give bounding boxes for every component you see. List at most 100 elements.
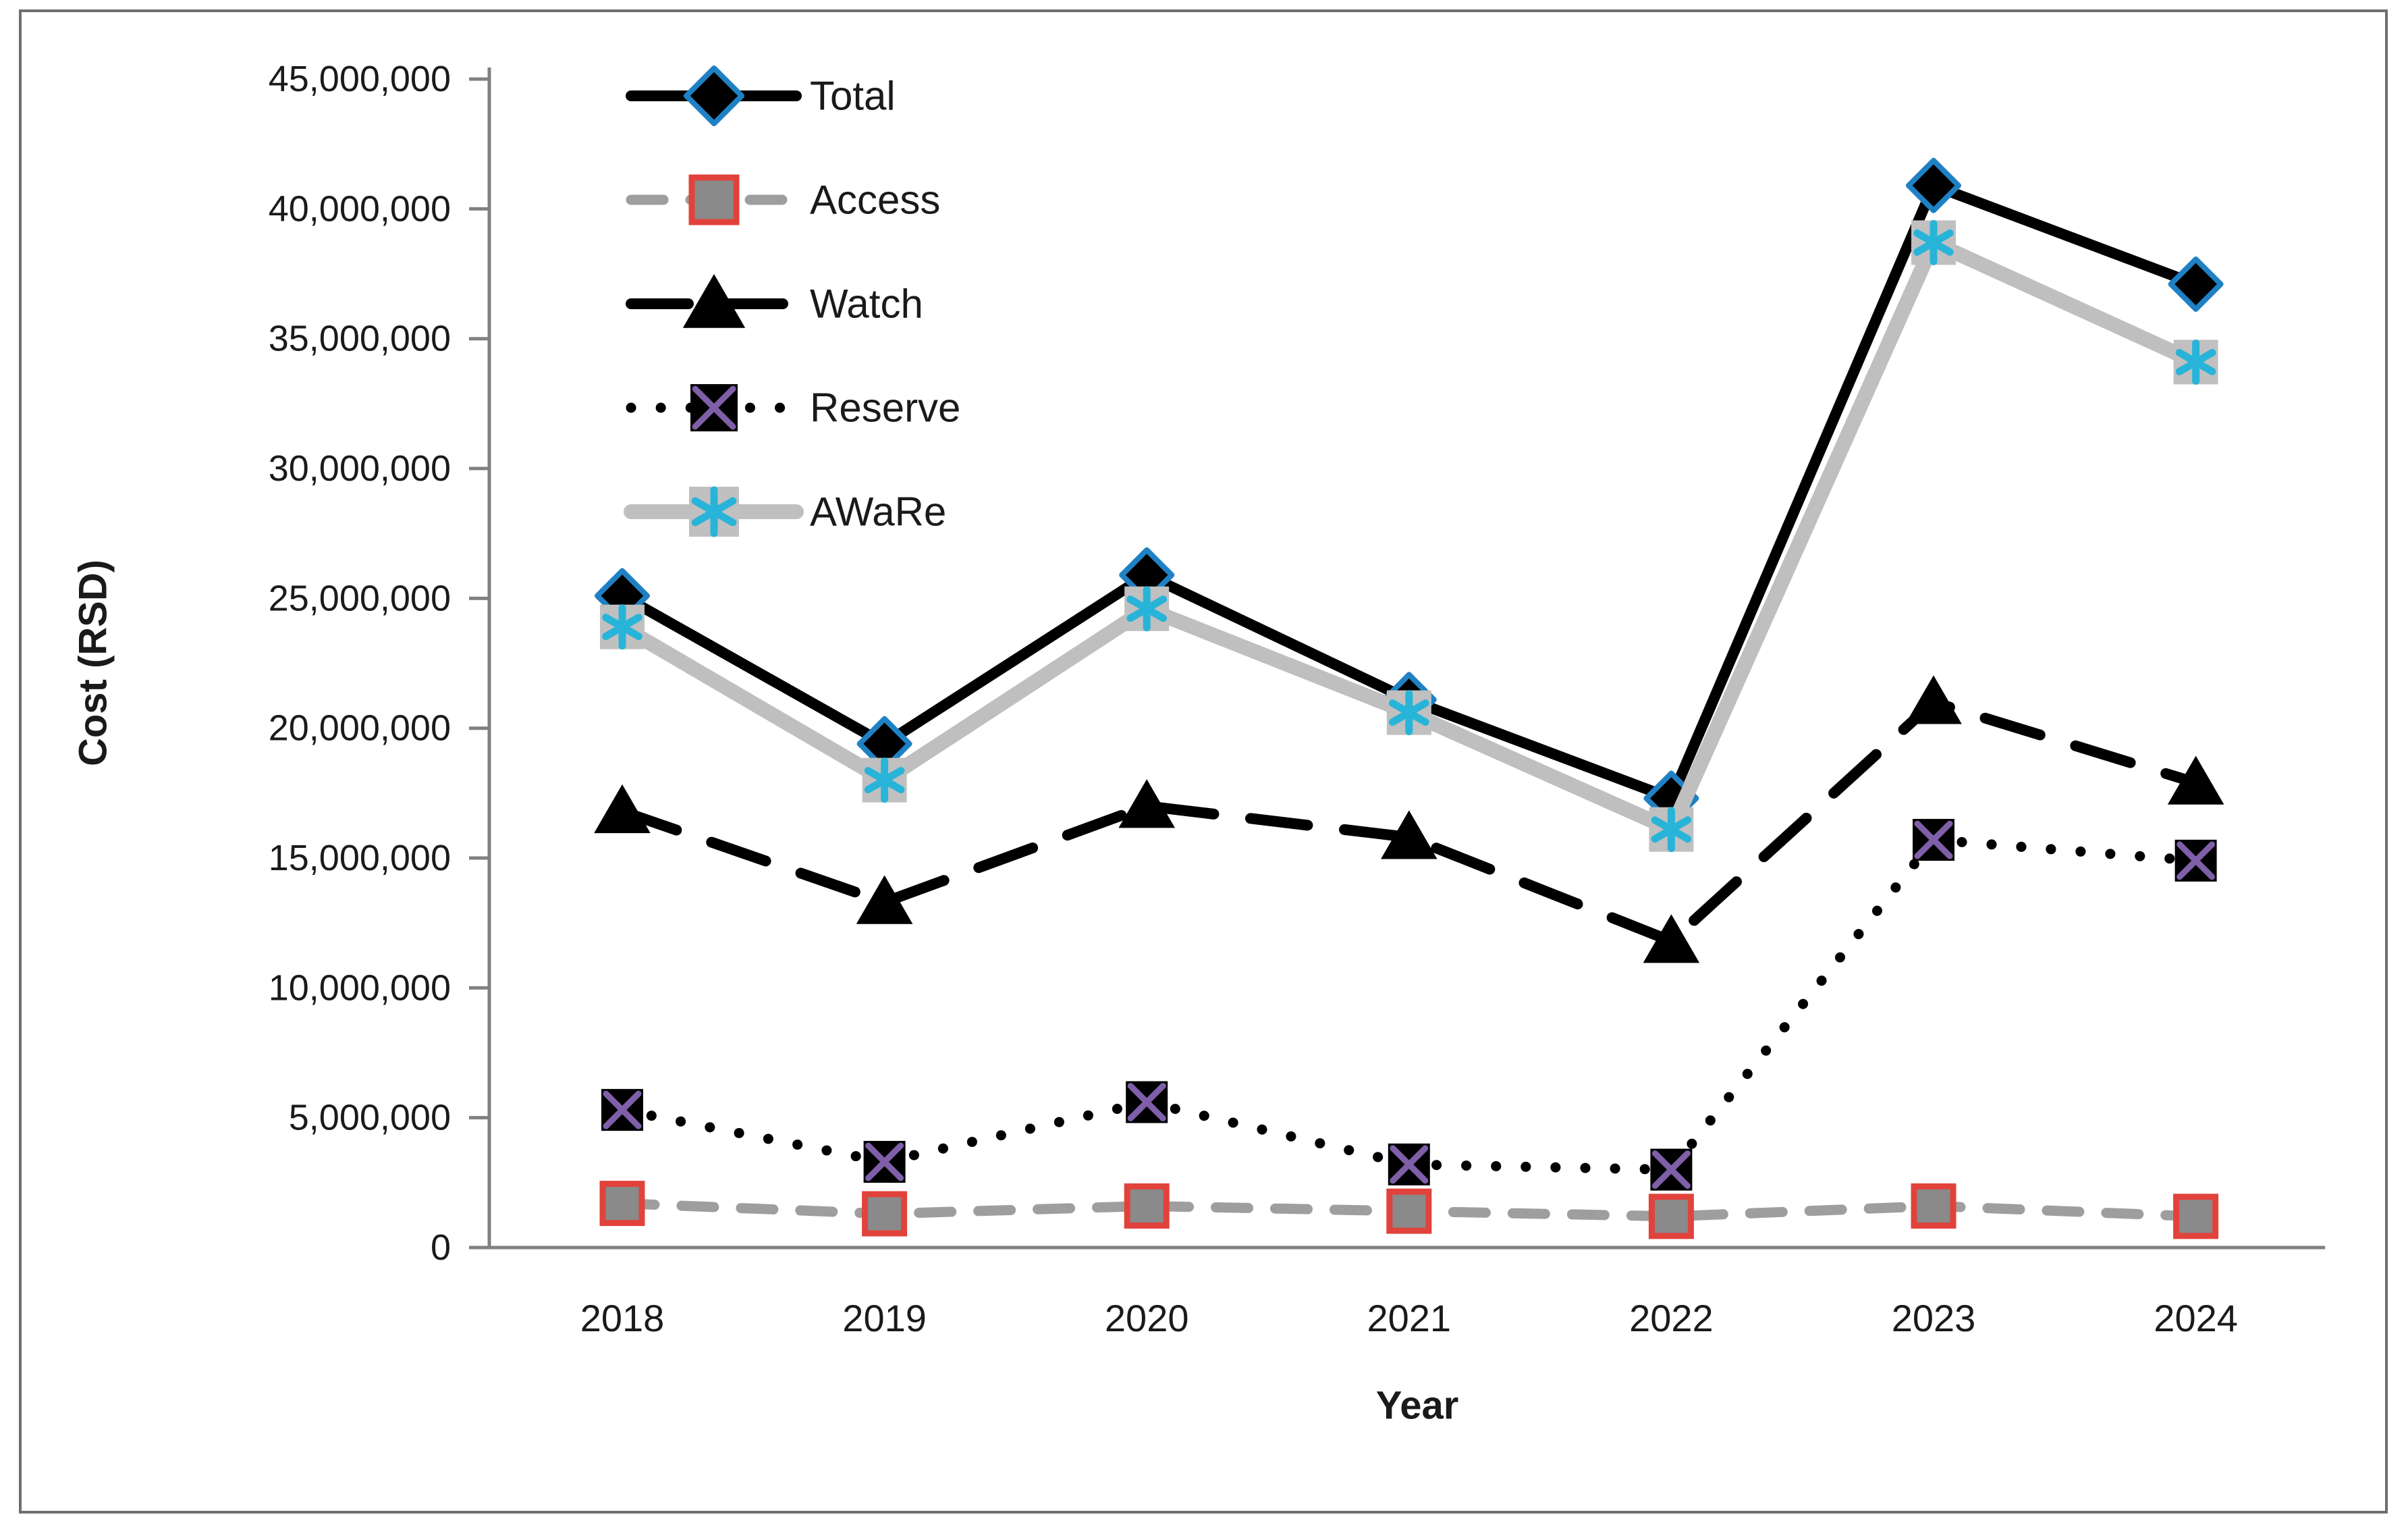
marker-reserve-2018 [601, 1089, 643, 1131]
y-axis-title: Cost (RSD) [71, 559, 115, 767]
legend-label: Reserve [810, 385, 960, 431]
square-marker-shape [1124, 1183, 1170, 1229]
legend-item-watch: Watch [626, 273, 923, 328]
legend-label: Access [810, 178, 940, 223]
series-aware [600, 219, 2218, 853]
y-tick-label: 0 [431, 1227, 451, 1268]
xsquare-marker-x [2177, 841, 2216, 880]
marker-reserve-2020 [1126, 1081, 1168, 1123]
triangle-marker-shape [1905, 675, 1962, 724]
marker-aware-2023 [1911, 219, 1956, 265]
marker-reserve-2021 [1388, 1143, 1430, 1185]
x-axis-title: Year [1375, 1383, 1459, 1428]
series-reserve [601, 819, 2217, 1191]
marker-reserve-2024 [2174, 839, 2217, 882]
square-marker-shape [862, 1191, 908, 1237]
marker-watch-2024 [2167, 755, 2224, 805]
marker-reserve-2022 [1650, 1148, 1693, 1191]
legend-label: AWaRe [810, 489, 946, 535]
star-marker-ray [2175, 348, 2216, 375]
marker-aware-2022 [1649, 807, 1694, 853]
diamond-marker-shape [1906, 157, 1961, 213]
legend-marker-diamond [684, 65, 744, 126]
marker-watch-2021 [1381, 810, 1438, 859]
xsquare-marker-x [1390, 1145, 1429, 1184]
x-tick-label: 2020 [1105, 1297, 1189, 1339]
marker-total-2024 [2168, 256, 2224, 312]
marker-reserve-2019 [863, 1141, 906, 1183]
square-marker-shape [688, 174, 740, 225]
marker-access-2023 [1911, 1183, 1956, 1229]
marker-watch-2018 [594, 784, 651, 834]
marker-access-2018 [599, 1181, 645, 1227]
triangle-marker-shape [594, 784, 651, 834]
y-tick-label: 20,000,000 [269, 708, 451, 749]
marker-access-2020 [1124, 1183, 1170, 1229]
legend: Total Access Watch Reserve AWaRe [624, 65, 960, 537]
xsquare-marker-x [1127, 1083, 1166, 1122]
series-access [599, 1181, 2219, 1239]
y-tick-label: 10,000,000 [269, 967, 451, 1008]
legend-item-total: Total [626, 65, 896, 126]
marker-access-2022 [1648, 1194, 1694, 1239]
triangle-marker-shape [2167, 755, 2224, 805]
marker-aware-2024 [2173, 339, 2218, 385]
xsquare-marker-x [692, 385, 736, 430]
square-marker-shape [599, 1181, 645, 1227]
marker-access-2024 [2173, 1194, 2219, 1239]
triangle-marker-shape [682, 273, 746, 328]
star-marker-ray [1913, 229, 1954, 256]
star-marker-ray [602, 614, 642, 641]
x-tick-label: 2024 [2154, 1297, 2238, 1339]
square-marker-shape [1386, 1188, 1432, 1234]
marker-access-2019 [862, 1191, 908, 1237]
diamond-marker-shape [684, 65, 744, 126]
xsquare-marker-x [1914, 820, 1953, 859]
x-tick-label: 2019 [842, 1297, 927, 1339]
square-marker-shape [2173, 1194, 2219, 1239]
legend-item-reserve: Reserve [626, 384, 960, 431]
series-watch [594, 675, 2224, 963]
triangle-marker-shape [1118, 779, 1175, 828]
y-tick-label: 15,000,000 [269, 838, 451, 878]
y-tick-label: 25,000,000 [269, 578, 451, 618]
marker-watch-2022 [1643, 914, 1700, 963]
star-marker-ray [1651, 816, 1692, 843]
xsquare-marker-x [603, 1090, 642, 1129]
y-tick-label: 30,000,000 [269, 448, 451, 489]
star-marker-ray [1126, 595, 1168, 622]
star-marker-ray [691, 497, 737, 527]
legend-item-aware: AWaRe [624, 486, 946, 537]
star-marker-ray [1388, 699, 1429, 726]
legend-marker-star6 [689, 486, 739, 537]
triangle-marker-shape [1643, 914, 1700, 963]
marker-access-2021 [1386, 1188, 1432, 1234]
marker-aware-2018 [600, 604, 645, 650]
square-marker-shape [1648, 1194, 1694, 1239]
legend-item-access: Access [626, 174, 940, 225]
y-tick-label: 40,000,000 [269, 188, 451, 229]
legend-label: Watch [810, 282, 923, 327]
triangle-marker-shape [856, 875, 913, 924]
legend-marker-xsquare [690, 384, 738, 431]
marker-watch-2023 [1905, 675, 1962, 724]
marker-aware-2019 [862, 757, 907, 803]
y-tick-label: 45,000,000 [269, 59, 451, 99]
marker-aware-2021 [1386, 690, 1431, 736]
triangle-marker-shape [1381, 810, 1438, 859]
marker-reserve-2023 [1913, 819, 1954, 861]
marker-watch-2020 [1118, 779, 1175, 828]
marker-total-2023 [1906, 157, 1961, 213]
xsquare-marker-x [865, 1142, 904, 1181]
figure-border [19, 9, 2388, 1514]
marker-watch-2019 [856, 875, 913, 924]
star-marker-ray [864, 767, 905, 794]
square-marker-shape [1911, 1183, 1956, 1229]
x-tick-label: 2023 [1892, 1297, 1976, 1339]
legend-label: Total [810, 74, 896, 119]
xsquare-marker-x [1651, 1150, 1691, 1189]
legend-marker-square [688, 174, 740, 225]
y-tick-label: 35,000,000 [269, 319, 451, 359]
